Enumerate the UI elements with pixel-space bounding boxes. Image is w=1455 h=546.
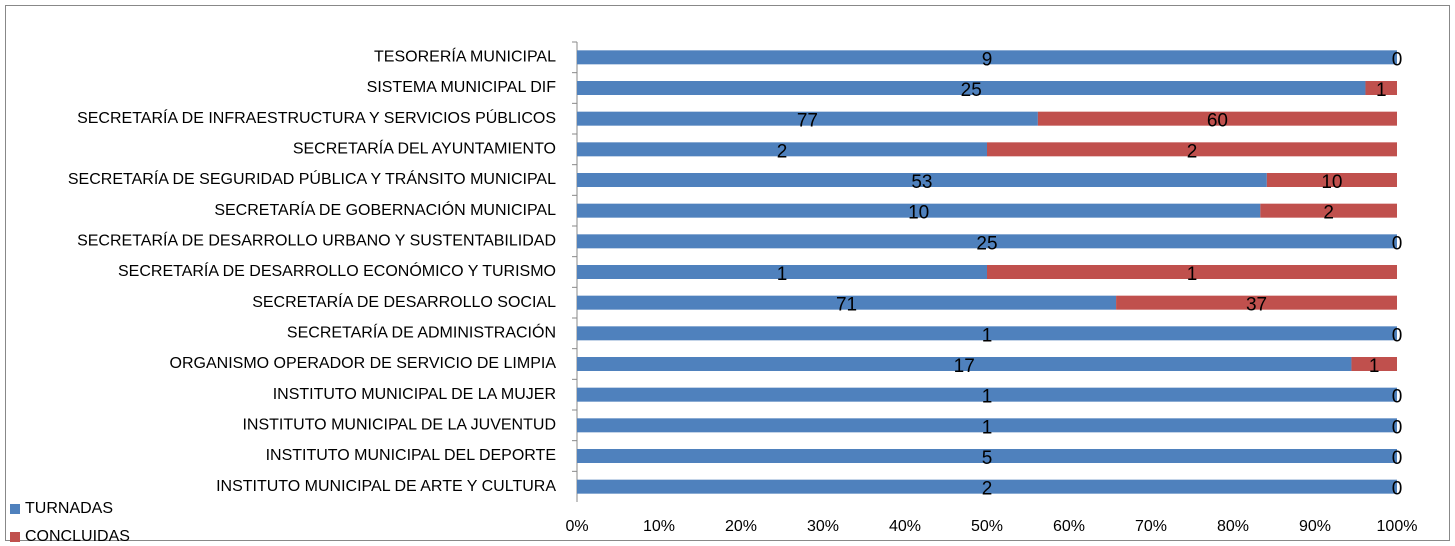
legend-label: TURNADAS	[25, 500, 113, 517]
data-label: 0	[1392, 325, 1403, 346]
data-label: 0	[1392, 233, 1403, 254]
bar-segment	[1116, 295, 1397, 310]
bar-segment	[577, 203, 1261, 218]
x-tick-label: 20%	[725, 518, 757, 535]
data-label: 0	[1392, 479, 1403, 500]
data-label: 71	[836, 295, 857, 316]
data-label: 5	[982, 448, 993, 469]
data-label: 1	[982, 325, 993, 346]
data-label: 10	[908, 203, 929, 224]
data-label: 10	[1321, 172, 1342, 193]
data-label: 1	[777, 264, 788, 285]
data-label: 17	[954, 356, 975, 377]
bar-segment	[577, 265, 987, 279]
y-tick-label: SECRETARÍA DE DESARROLLO SOCIAL	[252, 292, 556, 311]
x-tick-label: 80%	[1217, 518, 1249, 535]
bar-segment	[577, 418, 1397, 433]
bar-segment	[987, 265, 1397, 279]
bar-segment	[577, 449, 1397, 463]
data-label: 2	[982, 479, 993, 500]
data-label: 60	[1207, 111, 1228, 132]
y-tick-label: SECRETARÍA DEL AYUNTAMIENTO	[293, 139, 556, 158]
x-tick-label: 0%	[565, 518, 588, 535]
bar-segment	[577, 50, 1397, 65]
bar-segment	[577, 142, 987, 157]
data-label: 0	[1392, 387, 1403, 408]
y-tick-label: SECRETARÍA DE DESARROLLO URBANO Y SUSTEN…	[77, 231, 556, 250]
data-label: 0	[1392, 448, 1403, 469]
bar-segment	[577, 295, 1117, 310]
data-label: 1	[982, 417, 993, 438]
legend-swatch	[10, 504, 20, 514]
bar-segment	[577, 357, 1352, 371]
data-label: 1	[982, 387, 993, 408]
x-tick-label: 100%	[1377, 518, 1418, 535]
x-tick-label: 10%	[643, 518, 675, 535]
data-label: 1	[1376, 80, 1387, 101]
y-tick-label: SECRETARÍA DE SEGURIDAD PÚBLICA Y TRÁNSI…	[68, 169, 556, 188]
data-label: 1	[1369, 356, 1380, 377]
bar-segment	[1266, 173, 1397, 187]
data-label: 9	[982, 49, 993, 70]
bar-segment	[1260, 203, 1397, 218]
data-label: 2	[1187, 141, 1198, 162]
data-label: 2	[777, 141, 788, 162]
bar-segment	[577, 81, 1366, 95]
y-tick-label: SISTEMA MUNICIPAL DIF	[367, 79, 557, 96]
x-tick-label: 60%	[1053, 518, 1085, 535]
data-label: 0	[1392, 49, 1403, 70]
data-label: 25	[976, 233, 997, 254]
y-tick-label: TESORERÍA MUNICIPAL	[374, 47, 556, 66]
y-tick-label: INSTITUTO MUNICIPAL DE LA JUVENTUD	[242, 417, 556, 434]
bar-segment	[1365, 81, 1397, 95]
y-tick-label: INSTITUTO MUNICIPAL DEL DEPORTE	[266, 447, 556, 464]
bar-segment	[577, 111, 1038, 126]
data-label: 77	[797, 111, 818, 132]
y-tick-label: INSTITUTO MUNICIPAL DE LA MUJER	[273, 386, 556, 403]
y-tick-label: SECRETARÍA DE ADMINISTRACIÓN	[287, 323, 556, 342]
bar-segment	[577, 387, 1397, 402]
legend-swatch	[10, 532, 20, 542]
data-label: 2	[1323, 203, 1334, 224]
x-tick-label: 30%	[807, 518, 839, 535]
bar-segment	[577, 326, 1397, 341]
y-tick-label: SECRETARÍA DE GOBERNACIÓN MUNICIPAL	[214, 200, 556, 219]
x-tick-label: 90%	[1299, 518, 1331, 535]
y-tick-label: SECRETARÍA DE INFRAESTRUCTURA Y SERVICIO…	[77, 108, 556, 127]
data-label: 0	[1392, 417, 1403, 438]
bar-segment	[1037, 111, 1397, 126]
bar-segment	[987, 142, 1397, 157]
bar-segment	[577, 234, 1397, 249]
y-tick-label: SECRETARÍA DE DESARROLLO ECONÓMICO Y TUR…	[118, 261, 556, 280]
x-tick-label: 50%	[971, 518, 1003, 535]
x-tick-label: 40%	[889, 518, 921, 535]
y-tick-label: ORGANISMO OPERADOR DE SERVICIO DE LIMPIA	[170, 355, 557, 372]
x-tick-label: 70%	[1135, 518, 1167, 535]
data-label: 25	[961, 80, 982, 101]
data-label: 53	[911, 172, 932, 193]
bar-segment	[577, 173, 1267, 187]
legend-label: CONCLUIDAS	[25, 528, 130, 545]
bar-segment	[577, 479, 1397, 494]
bar-segment	[1351, 357, 1397, 371]
y-tick-label: INSTITUTO MUNICIPAL DE ARTE Y CULTURA	[216, 478, 556, 495]
data-label: 37	[1246, 295, 1267, 316]
data-label: 1	[1187, 264, 1198, 285]
